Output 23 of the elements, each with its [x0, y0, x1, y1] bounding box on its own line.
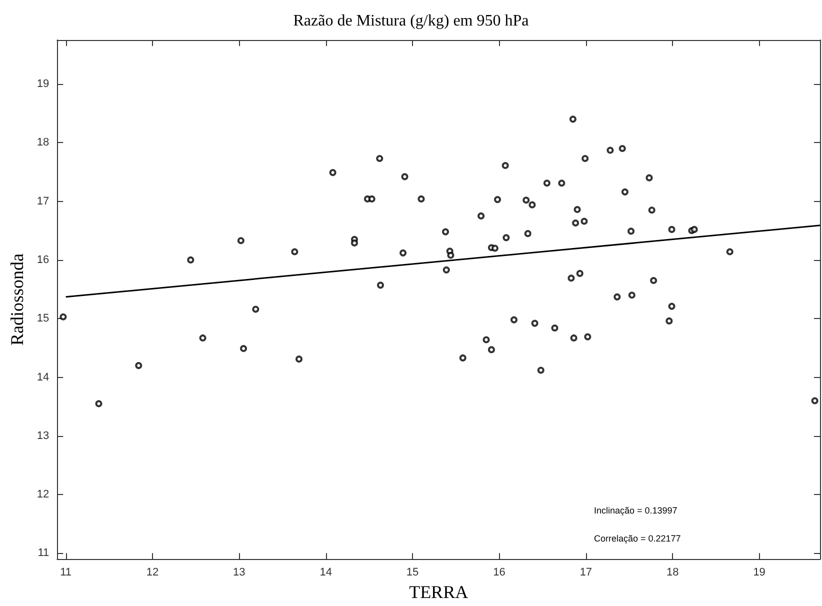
x-tick-label: 18	[666, 566, 679, 579]
y-tick-label: 12	[36, 488, 50, 501]
x-tick-label: 13	[233, 566, 246, 579]
y-tick-label: 16	[36, 254, 50, 266]
y-tick-label: 19	[36, 78, 50, 90]
x-tick-label: 11	[60, 566, 72, 579]
y-tick-label: 17	[36, 195, 50, 208]
y-tick-label: 18	[36, 136, 50, 149]
annotation: Correlação = 0.22177	[594, 534, 681, 544]
y-axis-title: Radiossonda	[7, 254, 27, 346]
y-tick-label: 15	[36, 312, 50, 325]
x-tick-label: 15	[406, 566, 419, 579]
chart-title: Razão de Mistura (g/kg) em 950 hPa	[293, 12, 529, 30]
y-tick-label: 11	[38, 547, 50, 560]
y-tick-label: 13	[36, 430, 50, 442]
y-tick-label: 14	[36, 371, 50, 384]
x-tick-label: 12	[146, 566, 159, 579]
x-tick-label: 16	[493, 566, 506, 579]
x-tick-label: 14	[320, 566, 332, 579]
x-axis-title: TERRA	[409, 582, 468, 602]
x-tick-label: 19	[753, 566, 766, 579]
annotation: Inclinação = 0.13997	[594, 506, 678, 516]
x-tick-label: 17	[580, 566, 592, 579]
